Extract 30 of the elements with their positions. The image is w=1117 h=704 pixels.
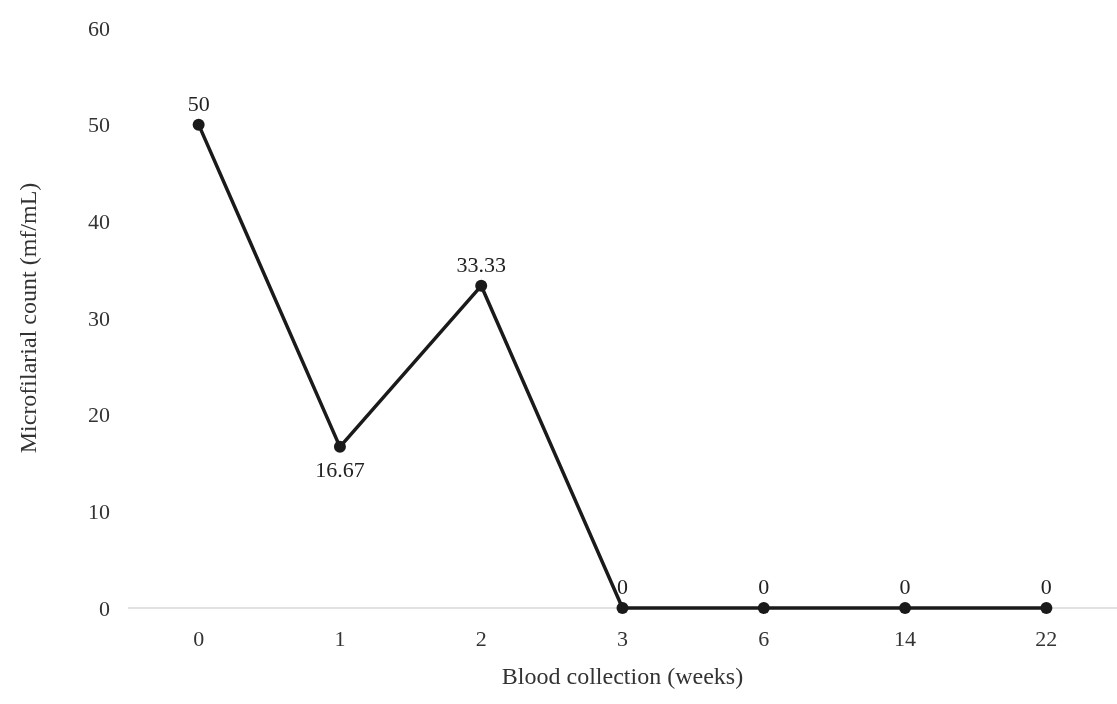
point bbox=[192, 118, 205, 131]
x-axis-title: Blood collection (weeks) bbox=[501, 663, 744, 689]
y-tick-label: 30 bbox=[88, 305, 110, 331]
y-tick-label: 60 bbox=[88, 15, 110, 41]
x-tick-label: 2 bbox=[475, 626, 487, 651]
data-label: 16.67 bbox=[315, 456, 365, 482]
x-tick-label: 1 bbox=[334, 626, 346, 651]
x-tick-label: 22 bbox=[1035, 626, 1058, 651]
x-tick-label: 6 bbox=[758, 626, 770, 651]
y-tick-label: 50 bbox=[88, 112, 110, 138]
y-axis-title: Microfilarial count (mf/mL) bbox=[15, 182, 41, 454]
y-tick-label: 0 bbox=[99, 595, 110, 621]
y-tick-label: 20 bbox=[88, 402, 110, 428]
x-tick-label: 0 bbox=[193, 626, 205, 651]
data-label: 0 bbox=[617, 574, 628, 599]
x-tick-label: 3 bbox=[617, 626, 628, 651]
point bbox=[1040, 602, 1053, 614]
point bbox=[899, 602, 912, 614]
data-label: 0 bbox=[1040, 574, 1052, 599]
y-tick-label: 10 bbox=[88, 499, 110, 525]
data-label: 33.33 bbox=[456, 251, 506, 277]
point bbox=[475, 279, 488, 292]
data-label: 50 bbox=[187, 90, 210, 116]
x-tick-label: 14 bbox=[894, 626, 917, 651]
y-tick-label: 40 bbox=[88, 209, 110, 235]
point bbox=[333, 440, 346, 453]
data-label: 0 bbox=[899, 574, 911, 599]
point bbox=[616, 602, 629, 614]
data-label: 0 bbox=[758, 574, 770, 599]
point bbox=[757, 602, 770, 614]
